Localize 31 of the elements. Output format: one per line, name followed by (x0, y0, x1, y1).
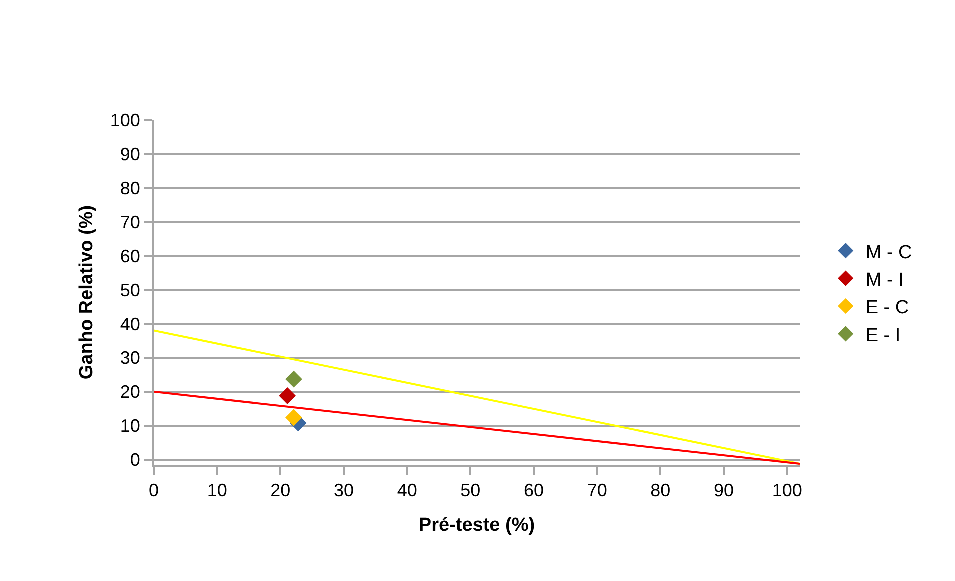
legend-label: E - I (866, 325, 901, 346)
x-tick-label: 90 (714, 480, 734, 501)
x-tick-label: 60 (524, 480, 544, 501)
x-tick-label: 10 (207, 480, 228, 501)
y-tick-label: 80 (120, 178, 140, 198)
x-tick-label: 80 (650, 480, 671, 501)
y-tick-label: 50 (120, 280, 140, 300)
x-tick-label: 20 (270, 480, 291, 501)
y-tick-label: 70 (120, 212, 140, 232)
point (286, 370, 302, 388)
legend-label: M - I (866, 270, 904, 291)
point (286, 409, 302, 426)
y-tick-label: 100 (110, 110, 140, 130)
y-tick-label: 40 (120, 314, 140, 334)
x-tick-label: 0 (148, 480, 160, 501)
x-axis-title: Pré-teste (%) (418, 514, 536, 536)
x-tick-label: 30 (334, 480, 354, 501)
legend-label: E - C (866, 298, 910, 319)
x-tick-label: 50 (460, 480, 481, 501)
point (279, 388, 296, 404)
legend-label: M - C (866, 242, 912, 264)
x-tick-label: 70 (587, 480, 608, 501)
y-tick-label: 30 (120, 348, 140, 368)
y-tick-label: 10 (120, 416, 140, 436)
y-axis-title: Ganho Relativo (%) (76, 205, 98, 380)
y-tick-label: 90 (120, 144, 140, 164)
x-tick-label: 40 (397, 480, 418, 501)
y-tick-label: 0 (130, 450, 140, 470)
y-tick-label: 60 (120, 246, 140, 266)
x-tick-label: 100 (772, 480, 802, 501)
y-tick-label: 20 (120, 382, 140, 402)
